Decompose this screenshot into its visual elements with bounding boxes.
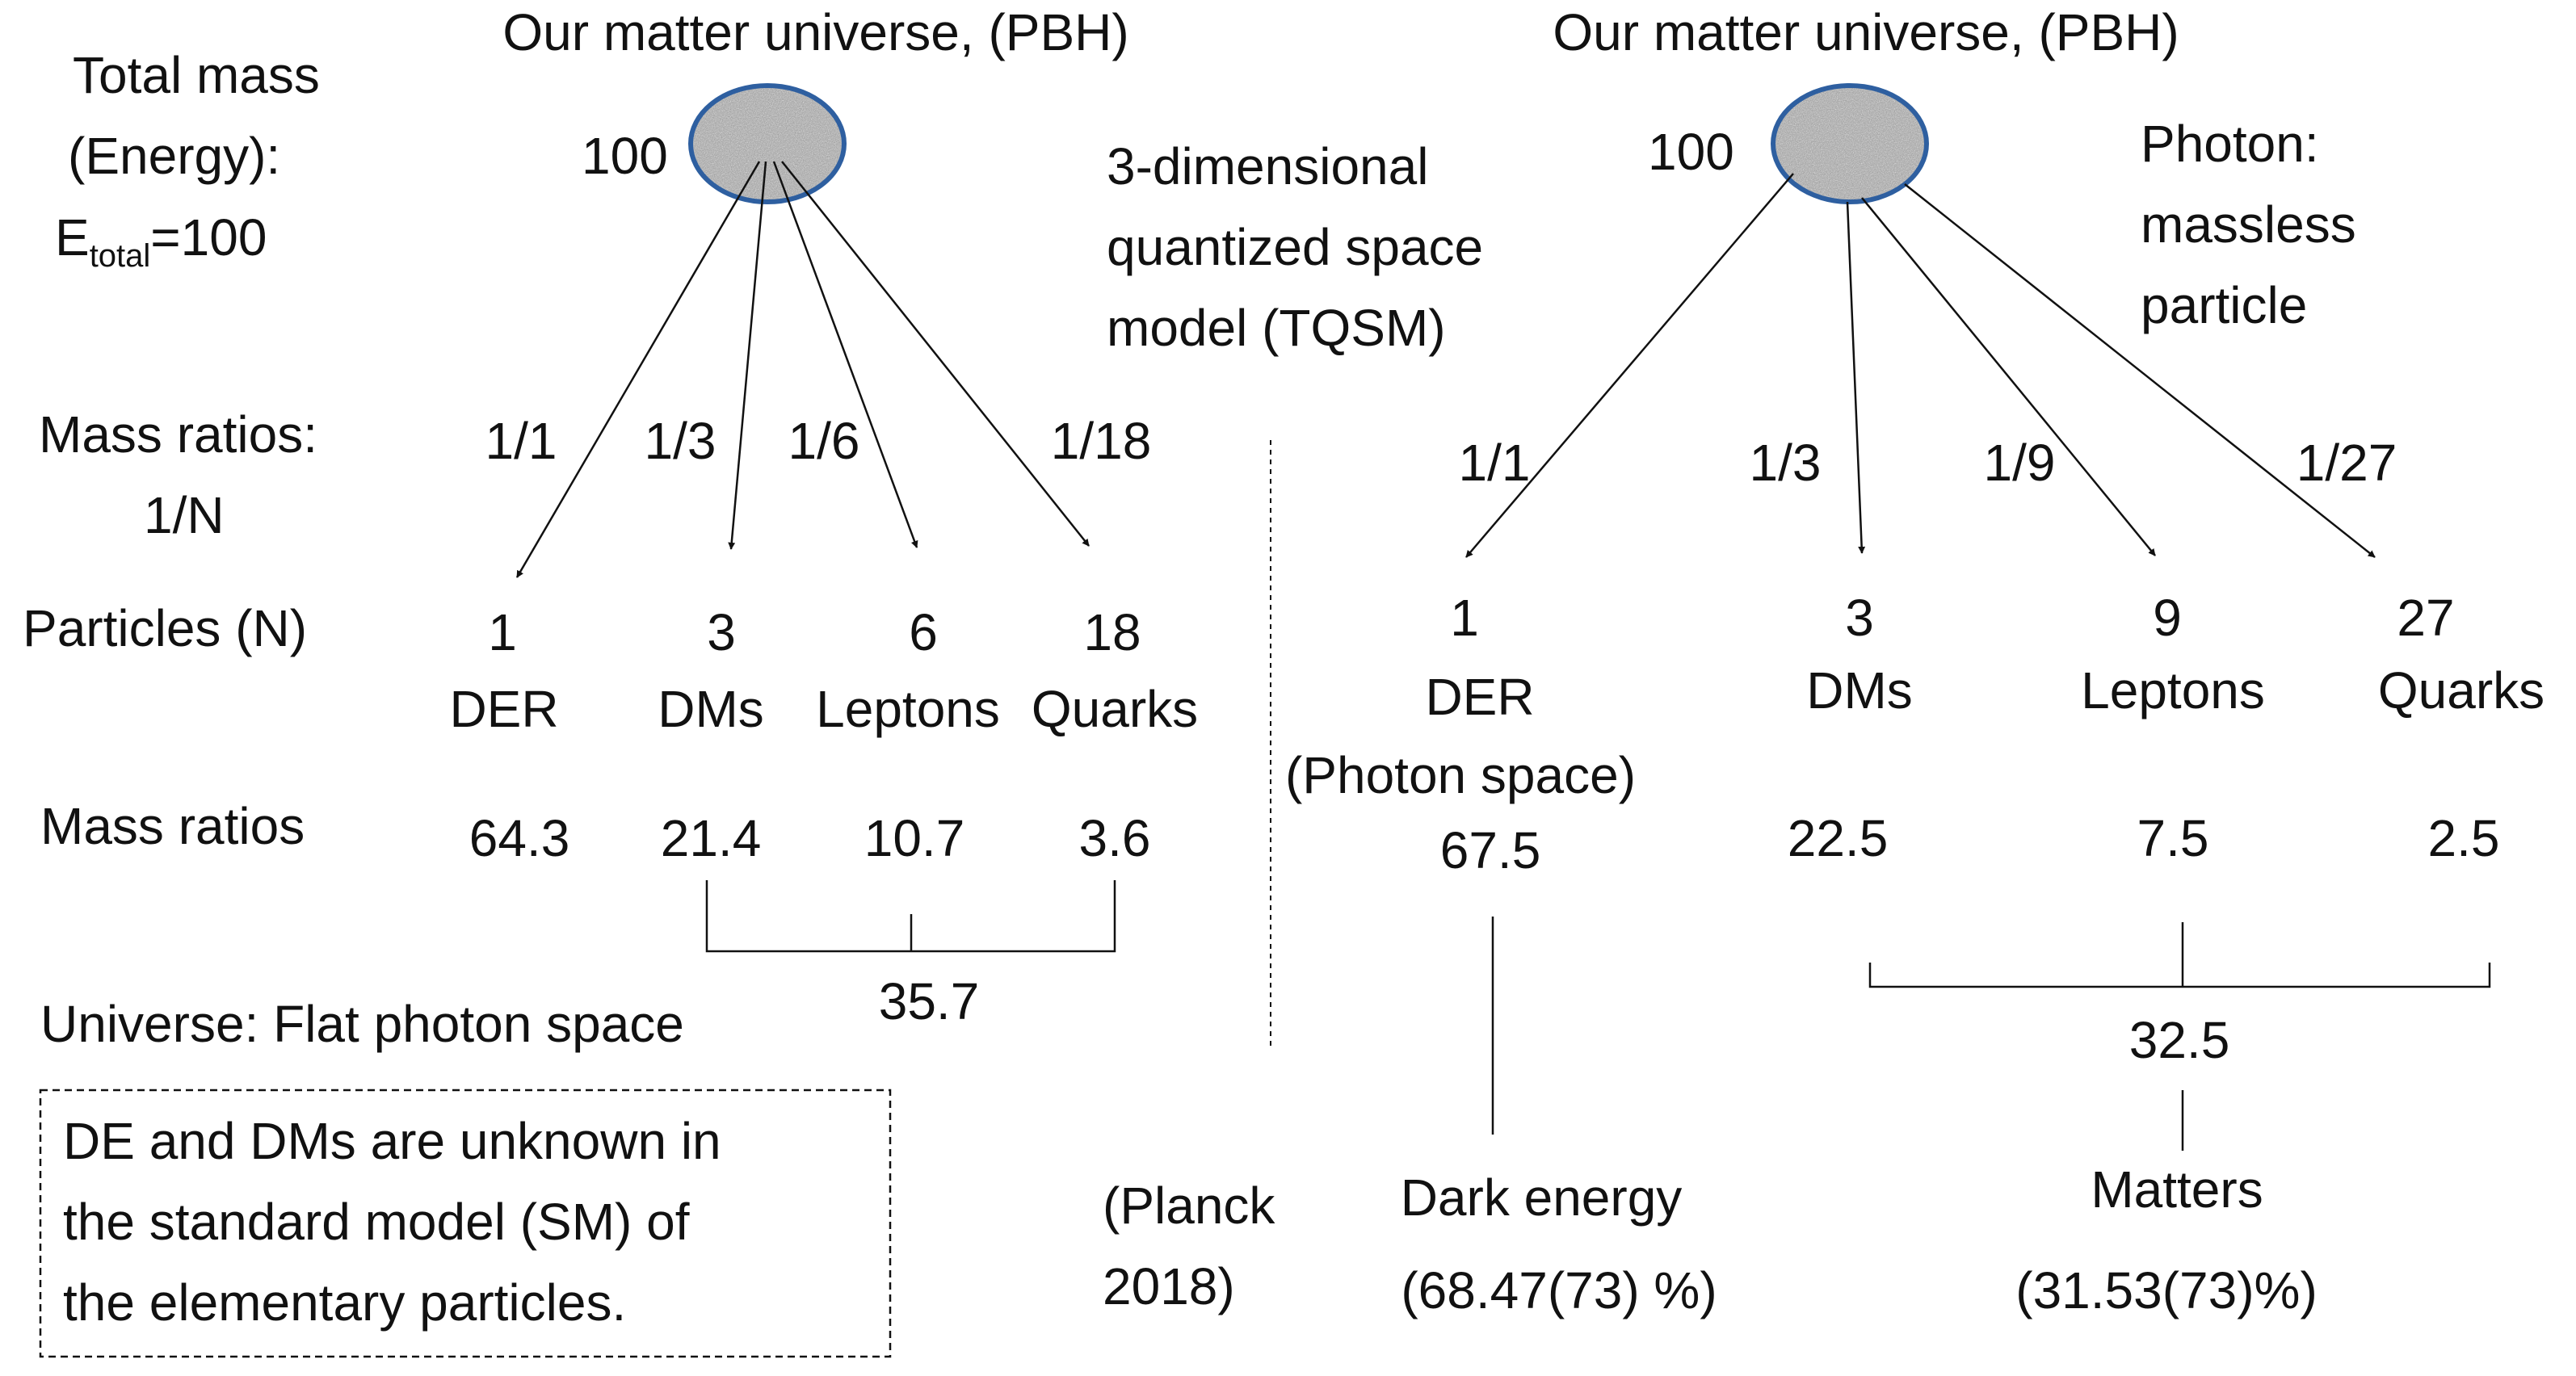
left-count-dms: 3: [707, 603, 736, 661]
model-line-2: quantized space: [1107, 218, 1483, 276]
left-sum-value: 35.7: [879, 972, 980, 1030]
right-ratio-quarks: 1/27: [2297, 434, 2397, 492]
right-der-sub: (Photon space): [1285, 746, 1636, 804]
right-count-dms: 3: [1845, 589, 1874, 647]
left-mass-der: 64.3: [469, 809, 570, 867]
left-count-der: 1: [488, 603, 517, 661]
right-ratio-dms: 1/3: [1750, 434, 1822, 492]
right-arrow-leptons: [1861, 197, 2156, 556]
total-energy-formula: Etotal=100: [55, 208, 267, 274]
left-ratio-quarks: 1/18: [1051, 412, 1152, 470]
left-mass-quarks: 3.6: [1079, 809, 1151, 867]
right-count-leptons: 9: [2153, 589, 2182, 647]
left-arrow-leptons: [772, 161, 918, 548]
note-line-2: the standard model (SM) of: [63, 1193, 690, 1251]
matters-label: Matters: [2091, 1160, 2263, 1219]
photon-line-3: particle: [2141, 276, 2307, 334]
left-name-der: DER: [449, 680, 558, 738]
left-pbh-ball: [688, 83, 847, 204]
note-box: [39, 1089, 892, 1358]
right-name-der: DER: [1425, 668, 1534, 726]
left-mass-dms: 21.4: [661, 809, 762, 867]
right-count-quarks: 27: [2397, 589, 2454, 647]
right-pbh-ball: [1771, 83, 1929, 204]
right-sum-value: 32.5: [2129, 1011, 2230, 1069]
right-arrow-der: [1465, 173, 1794, 558]
left-name-leptons: Leptons: [816, 680, 1000, 738]
left-ratio-dms: 1/3: [645, 412, 716, 470]
mass-ratios-formula: 1/N: [144, 486, 225, 544]
left-arrow-dms: [728, 161, 767, 550]
mass-ratios-label: Mass ratios:: [39, 405, 317, 464]
right-count-der: 1: [1450, 589, 1479, 647]
note-line-1: DE and DMs are unknown in: [63, 1112, 721, 1170]
right-sum-bracket: [1868, 922, 2491, 988]
right-name-quarks: Quarks: [2378, 661, 2544, 719]
left-ratio-der: 1/1: [485, 412, 557, 470]
right-ratio-leptons: 1/9: [1984, 434, 2056, 492]
left-ratio-leptons: 1/6: [788, 412, 860, 470]
right-name-leptons: Leptons: [2081, 661, 2265, 719]
left-arrow-quarks: [781, 161, 1090, 547]
left-count-leptons: 6: [909, 603, 938, 661]
right-arrow-dms: [1846, 201, 1866, 554]
left-mass-leptons: 10.7: [864, 809, 965, 867]
total-energy-label: (Energy):: [68, 127, 280, 185]
right-arrow-quarks: [1904, 183, 2376, 558]
right-name-dms: DMs: [1806, 661, 1913, 719]
dark-energy-value: (68.47(73) %): [1401, 1261, 1717, 1319]
dark-energy-label: Dark energy: [1401, 1168, 1683, 1227]
right-mass-der: 67.5: [1440, 821, 1541, 879]
left-name-quarks: Quarks: [1032, 680, 1198, 738]
model-line-1: 3-dimensional: [1107, 137, 1428, 195]
right-mass-quarks: 2.5: [2428, 809, 2500, 867]
right-ratio-der: 1/1: [1459, 434, 1531, 492]
matters-value: (31.53(73)%): [2015, 1261, 2318, 1319]
right-title: Our matter universe, (PBH): [1553, 3, 2179, 61]
photon-line-1: Photon:: [2141, 115, 2319, 173]
left-sum-bracket: [705, 880, 1116, 953]
right-mass-leptons: 7.5: [2137, 809, 2209, 867]
left-arrow-der: [515, 161, 761, 578]
photon-line-2: massless: [2141, 195, 2356, 254]
left-count-quarks: 18: [1083, 603, 1141, 661]
total-mass-label: Total mass: [73, 46, 320, 104]
right-ball-value: 100: [1648, 123, 1734, 181]
right-mass-dms: 22.5: [1788, 809, 1889, 867]
particles-label: Particles (N): [23, 599, 307, 657]
mass-ratios-row-label: Mass ratios: [40, 797, 305, 855]
universe-note: Universe: Flat photon space: [40, 995, 684, 1053]
model-line-3: model (TQSM): [1107, 299, 1446, 357]
left-ball-value: 100: [582, 127, 668, 185]
planck-line-2: 2018): [1103, 1257, 1235, 1315]
note-line-3: the elementary particles.: [63, 1273, 626, 1332]
left-name-dms: DMs: [658, 680, 764, 738]
left-title: Our matter universe, (PBH): [502, 3, 1128, 61]
planck-line-1: (Planck: [1103, 1177, 1275, 1235]
